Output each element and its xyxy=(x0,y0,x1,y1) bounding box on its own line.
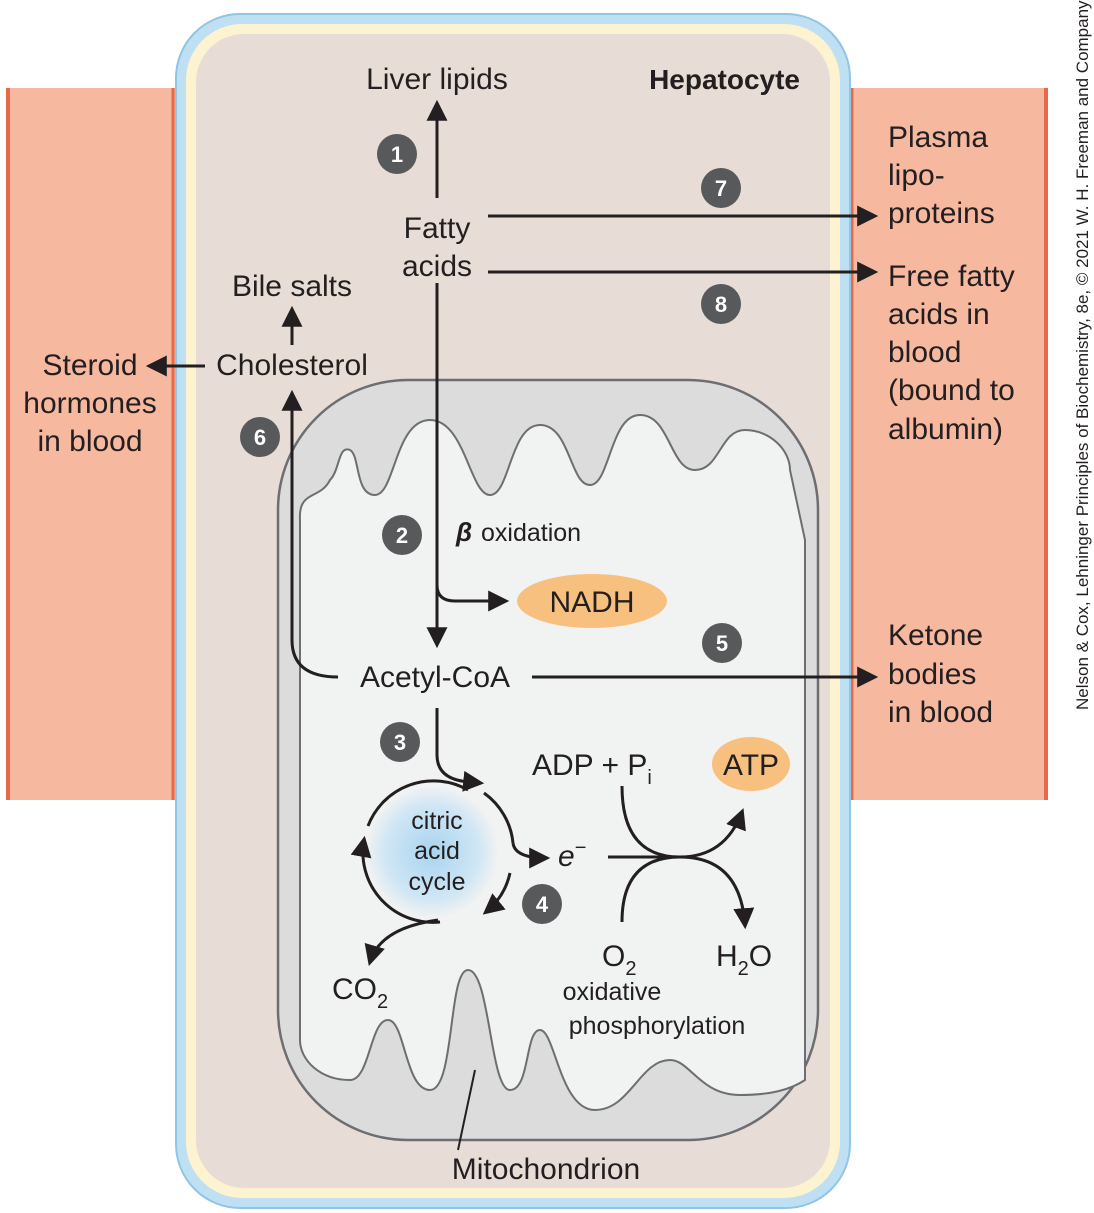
mitochondrion xyxy=(276,378,820,1142)
step-badge-2: 2 xyxy=(382,515,422,555)
steroid-label-line2: hormones xyxy=(23,387,156,420)
plasma-label-line3: proteins xyxy=(888,197,995,230)
co2-label: CO2 xyxy=(332,973,388,1013)
steroid-label-line3: in blood xyxy=(37,425,142,458)
atp-badge: ATP xyxy=(712,737,790,791)
step-badge-8: 8 xyxy=(701,284,741,324)
step-badge-1: 1 xyxy=(377,134,417,174)
nadh-label: NADH xyxy=(549,586,634,619)
fatty-acids-label-line2: acids xyxy=(402,250,472,283)
beta-oxidation-label: oxidation xyxy=(481,519,581,547)
bile-salts-label: Bile salts xyxy=(232,270,352,303)
plasma-label-line1: Plasma xyxy=(888,121,988,154)
adp-label: ADP + Pi xyxy=(532,749,652,789)
step-badge-6: 6 xyxy=(240,417,280,457)
electron-label: e− xyxy=(558,837,586,873)
plasma-label-line2: lipo- xyxy=(888,159,945,192)
hepatocyte-title: Hepatocyte xyxy=(649,64,800,95)
o2-label: O2 xyxy=(602,940,636,980)
svg-text:3: 3 xyxy=(394,730,406,755)
svg-text:4: 4 xyxy=(536,892,549,917)
citric-acid-cycle: citric acid cycle xyxy=(350,779,515,924)
steroid-label-line1: Steroid xyxy=(42,349,137,382)
step-badge-7: 7 xyxy=(701,168,741,208)
arrow-o2-to-h2o xyxy=(620,855,755,930)
tca-label-line3: cycle xyxy=(409,868,466,896)
tca-label-line2: acid xyxy=(414,837,460,865)
arrow-acetyl-to-tca xyxy=(435,708,485,792)
h2o-label: H2O xyxy=(716,940,772,980)
ffa-label-line1: Free fatty xyxy=(888,260,1015,293)
atp-label: ATP xyxy=(723,749,779,782)
svg-text:7: 7 xyxy=(715,176,727,201)
arrow-tca-to-co2 xyxy=(364,918,439,967)
fatty-acids-label-line1: Fatty xyxy=(404,212,471,245)
ketone-label-line3: in blood xyxy=(888,696,993,729)
cholesterol-label: Cholesterol xyxy=(216,349,368,382)
liver-lipids-label: Liver lipids xyxy=(366,63,508,96)
credit-line: Nelson & Cox, Lehninger Principles of Bi… xyxy=(1073,0,1092,710)
pathway-arrows xyxy=(145,99,879,967)
svg-text:2: 2 xyxy=(396,523,408,548)
ffa-label-line2: acids in xyxy=(888,298,990,331)
oxphos-label-line1: oxidative xyxy=(563,978,662,1006)
svg-text:1: 1 xyxy=(391,142,403,167)
tca-label-line1: citric xyxy=(411,807,462,835)
ketone-label-line2: bodies xyxy=(888,658,976,691)
mitochondrion-pointer xyxy=(457,1069,476,1151)
ffa-label-line3: blood xyxy=(888,336,961,369)
arrow-to-nadh xyxy=(435,584,510,612)
nadh-badge: NADH xyxy=(517,574,667,628)
ffa-label-line4: (bound to xyxy=(888,374,1015,407)
svg-text:8: 8 xyxy=(715,292,727,317)
blood-left xyxy=(6,88,176,800)
ffa-label-line5: albumin) xyxy=(888,413,1003,446)
oxphos-label-line2: phosphorylation xyxy=(569,1012,746,1040)
step-badge-3: 3 xyxy=(380,722,420,762)
arrow-tca-to-electron xyxy=(511,842,551,869)
acetyl-coa-label: Acetyl-CoA xyxy=(360,661,510,694)
svg-text:6: 6 xyxy=(254,425,266,450)
ketone-label-line1: Ketone xyxy=(888,619,983,652)
mitochondrion-label: Mitochondrion xyxy=(452,1153,640,1186)
arrow-acetyl-to-cholesterol xyxy=(281,389,339,679)
step-badge-5: 5 xyxy=(702,623,742,663)
svg-text:5: 5 xyxy=(716,631,728,656)
step-badge-4: 4 xyxy=(522,884,562,924)
beta-symbol: β xyxy=(455,517,472,547)
blood-right xyxy=(850,88,1048,800)
